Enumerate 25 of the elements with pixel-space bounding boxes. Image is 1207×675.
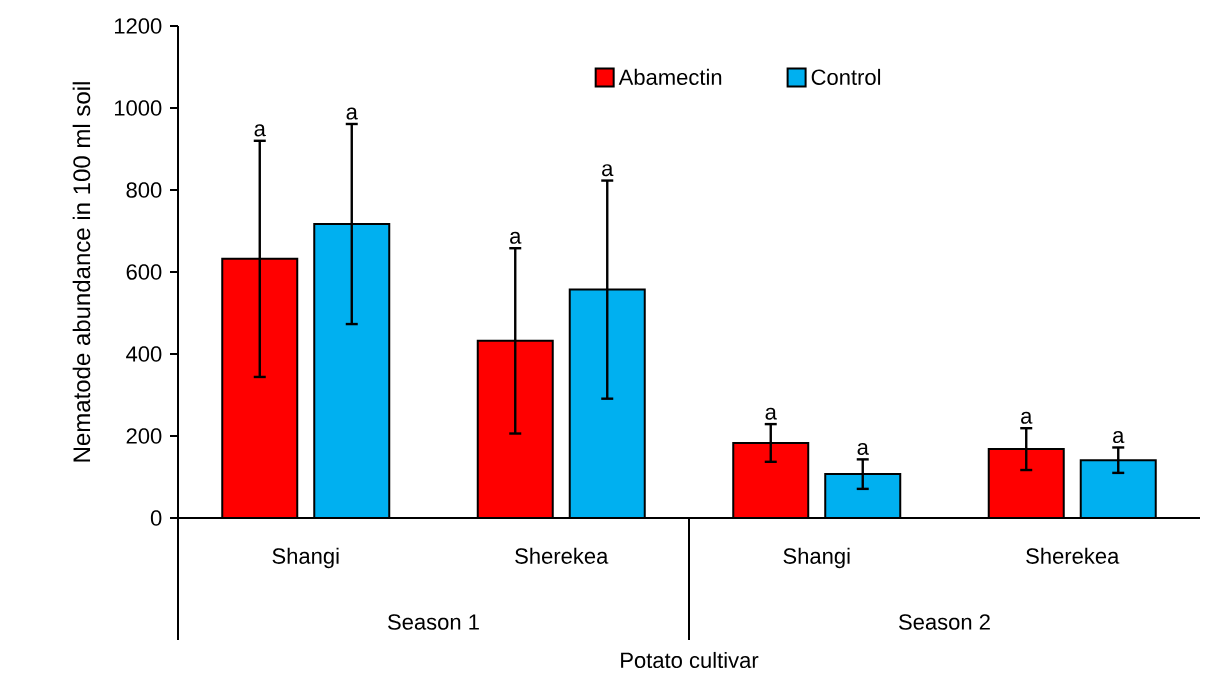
annotation: a	[857, 442, 869, 455]
y-tick-label: 0	[150, 510, 162, 526]
y-tick-label: 1200	[115, 18, 162, 34]
legend-label: Abamectin	[618, 68, 722, 85]
x-tick-label: Sherekea	[1026, 547, 1120, 564]
text: Season 2	[899, 614, 990, 630]
annotation: a	[765, 407, 777, 420]
x-tick-label: Sherekea	[515, 547, 609, 564]
y-tick-label: 800	[126, 182, 162, 198]
y-tick-label: 1000	[115, 100, 162, 116]
x-axis-title: Potato cultivar	[621, 651, 759, 669]
annotation: a	[254, 124, 266, 137]
x-tick-label: Shangi	[272, 547, 339, 569]
legend-label: Control	[811, 68, 881, 85]
annotation: a	[602, 164, 614, 177]
annotation: a	[510, 231, 522, 244]
y-tick-label: 200	[126, 428, 162, 444]
annotation: a	[1113, 431, 1125, 444]
x-tick-label: Shangi	[783, 547, 850, 569]
y-tick-label: 400	[126, 346, 162, 362]
y-axis-title: Nematode abundance in 100 ml soil	[72, 82, 91, 462]
y-tick-label: 600	[126, 264, 162, 280]
annotation: a	[1021, 411, 1033, 424]
annotation: a	[346, 107, 358, 120]
text: Season 1	[388, 614, 479, 630]
